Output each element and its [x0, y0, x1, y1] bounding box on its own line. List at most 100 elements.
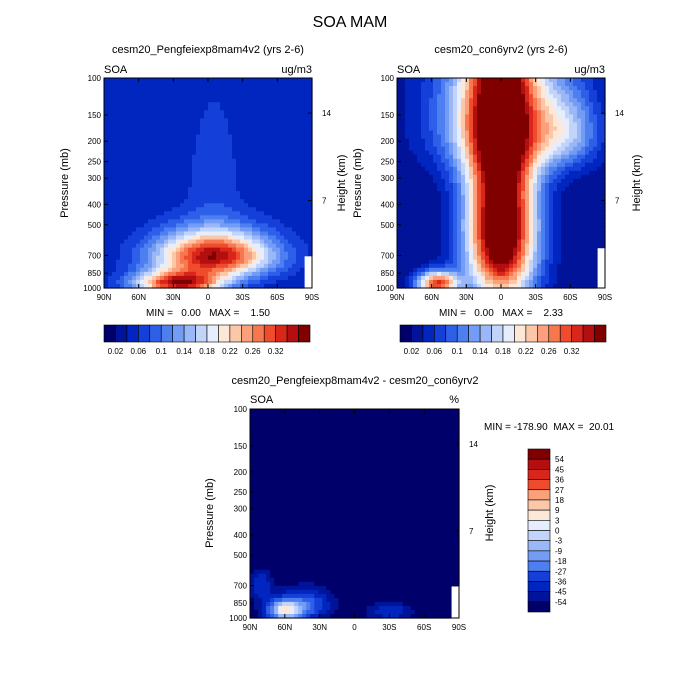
contour-cell: [284, 126, 289, 132]
contour-cell: [264, 283, 269, 289]
contour-cell: [421, 178, 426, 184]
contour-cell: [204, 247, 209, 253]
contour-cell: [585, 223, 590, 229]
contour-cell: [200, 166, 205, 172]
contour-cell: [429, 178, 434, 184]
contour-cell: [581, 243, 586, 249]
contour-cell: [220, 239, 225, 245]
contour-cell: [453, 215, 458, 220]
contour-cell: [405, 102, 410, 107]
contour-cell: [477, 118, 482, 124]
contour-cell: [224, 279, 229, 285]
contour-cell: [481, 138, 486, 144]
contour-cell: [577, 158, 582, 164]
contour-cell: [485, 94, 490, 99]
contour-cell: [152, 78, 157, 83]
contour-cell: [136, 86, 141, 91]
contour-cell: [268, 138, 273, 144]
contour-cell: [493, 158, 498, 164]
contour-cell: [501, 211, 506, 216]
contour-cell: [216, 118, 221, 124]
contour-cell: [545, 78, 550, 83]
contour-cell: [220, 191, 225, 196]
contour-cell: [481, 102, 486, 107]
contour-cell: [445, 235, 450, 241]
contour-cell: [304, 174, 309, 180]
contour-cell: [517, 239, 522, 245]
contour-cell: [589, 98, 594, 103]
contour-cell: [164, 166, 169, 172]
contour-cell: [445, 174, 450, 180]
contour-cell: [220, 114, 225, 119]
contour-cell: [228, 275, 233, 281]
contour-cell: [597, 110, 602, 115]
contour-cell: [264, 183, 269, 188]
contour-cell: [212, 271, 217, 277]
contour-cell: [204, 259, 209, 265]
contour-cell: [148, 227, 153, 233]
contour-cell: [268, 126, 273, 132]
contour-cell: [429, 110, 434, 115]
contour-cell: [176, 106, 181, 111]
contour-cell: [401, 86, 406, 91]
contour-cell: [453, 170, 458, 176]
contour-cell: [509, 162, 514, 168]
contour-cell: [252, 211, 257, 216]
contour-cell: [449, 138, 454, 144]
contour-cell: [521, 98, 526, 103]
contour-cell: [421, 199, 426, 204]
contour-cell: [445, 150, 450, 156]
contour-cell: [425, 110, 430, 115]
contour-cell: [565, 122, 570, 128]
contour-cell: [557, 102, 562, 107]
contour-cell: [521, 174, 526, 180]
contour-cell: [216, 126, 221, 132]
contour-cell: [276, 162, 281, 168]
contour-cell: [296, 106, 301, 111]
contour-cell: [104, 130, 109, 136]
contour-cell: [132, 118, 137, 124]
contour-cell: [569, 235, 574, 241]
contour-cell: [545, 215, 550, 220]
contour-cell: [561, 195, 566, 200]
contour-cell: [172, 106, 177, 111]
contour-cell: [116, 235, 121, 241]
contour-cell: [128, 114, 133, 119]
contour-cell: [549, 215, 554, 220]
contour-cell: [589, 130, 594, 136]
contour-cell: [124, 98, 129, 103]
contour-cell: [164, 191, 169, 196]
contour-cell: [433, 191, 438, 196]
contour-cell: [248, 162, 253, 168]
contour-cell: [192, 86, 197, 91]
contour-cell: [549, 203, 554, 208]
contour-cell: [180, 231, 185, 237]
contour-cell: [473, 110, 478, 115]
contour-cell: [116, 178, 121, 184]
contour-cell: [509, 150, 514, 156]
contour-cell: [116, 195, 121, 200]
contour-cell: [593, 158, 598, 164]
contour-cell: [433, 219, 438, 224]
contour-cell: [132, 231, 137, 237]
contour-cell: [112, 207, 117, 212]
contour-cell: [224, 271, 229, 277]
contour-cell: [517, 122, 522, 128]
contour-cell: [304, 235, 309, 241]
contour-cell: [585, 126, 590, 132]
contour-cell: [160, 114, 165, 119]
contour-cell: [272, 134, 277, 140]
contour-cell: [284, 223, 289, 229]
contour-cell: [120, 122, 125, 128]
contour-cell: [140, 231, 145, 237]
contour-cell: [601, 178, 606, 184]
contour-cell: [192, 283, 197, 289]
contour-cell: [425, 106, 430, 111]
contour-cell: [433, 110, 438, 115]
contour-cell: [529, 138, 534, 144]
contour-cell: [168, 134, 173, 140]
contour-cell: [104, 102, 109, 107]
contour-cell: [457, 118, 462, 124]
contour-cell: [208, 223, 213, 229]
contour-cell: [180, 174, 185, 180]
